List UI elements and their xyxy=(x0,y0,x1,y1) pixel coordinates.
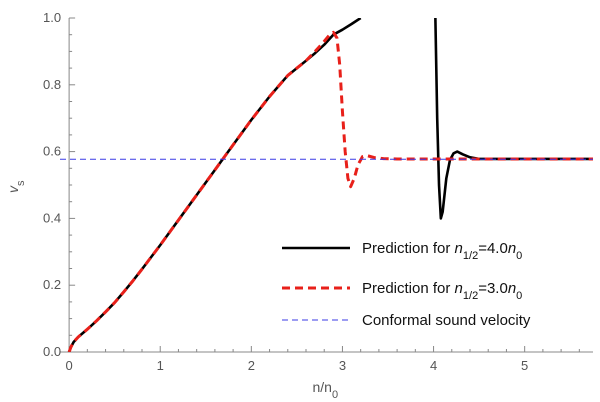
x-tick-label: 1 xyxy=(157,358,164,373)
series-1-line xyxy=(67,30,593,352)
x-tick-label: 5 xyxy=(521,358,528,373)
axes: 0.0 0.2 0.4 0.6 0.8 1.0 0 1 2 3 4 5 n/n0 vs xyxy=(5,10,593,401)
x-tick-label: 2 xyxy=(248,358,255,373)
legend-label-1: Prediction for n1/2=3.0n0 xyxy=(362,280,522,302)
series-0-line xyxy=(67,18,362,352)
x-tick-label: 0 xyxy=(65,358,72,373)
y-tick-label: 1.0 xyxy=(43,10,61,25)
series-0-line xyxy=(434,18,593,220)
legend-label-0: Prediction for n1/2=4.0n0 xyxy=(362,240,522,262)
y-tick-label: 0.6 xyxy=(43,144,61,159)
y-tick-label: 0.4 xyxy=(43,210,61,225)
x-tick-label: 3 xyxy=(339,358,346,373)
x-axis-title: n/n0 xyxy=(313,379,339,401)
legend: Prediction for n1/2=4.0n0 Prediction for … xyxy=(282,240,531,329)
y-axis-title: vs xyxy=(5,180,27,193)
x-tick-label: 4 xyxy=(430,358,437,373)
y-tick-label: 0.8 xyxy=(43,77,61,92)
series-group xyxy=(60,18,593,352)
y-tick-label: 0.2 xyxy=(43,277,61,292)
y-tick-label: 0.0 xyxy=(43,344,61,359)
legend-label-2: Conformal sound velocity xyxy=(362,312,531,329)
